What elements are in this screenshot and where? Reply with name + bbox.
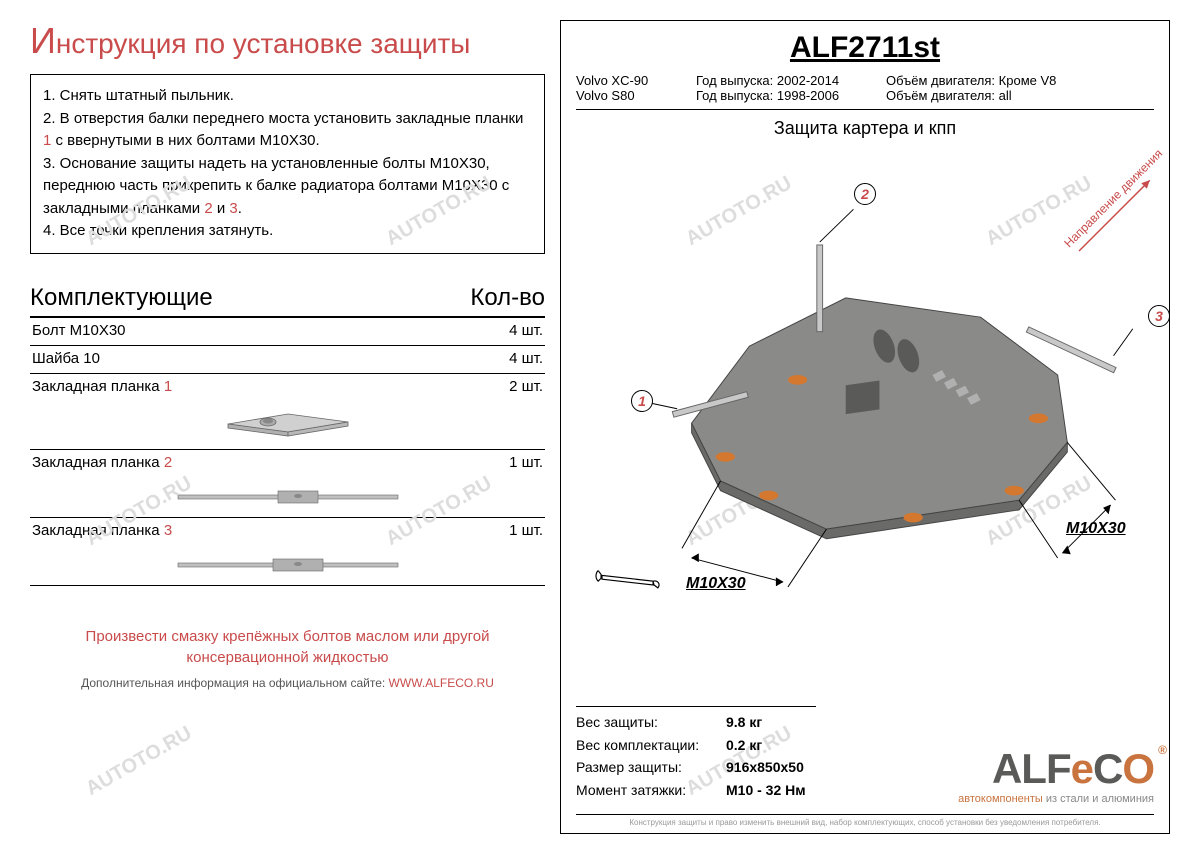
table-row: Закладная планка 3 1 шт. xyxy=(30,518,545,586)
comp-name: Закладная планка 1 xyxy=(32,378,473,395)
vehicle-row: Volvo XC-90 Год выпуска: 2002-2014 Объём… xyxy=(576,73,1154,88)
main-title: Инструкция по установке защиты xyxy=(30,20,545,62)
step3-end: . xyxy=(238,200,242,217)
table-row: Закладная планка 1 2 шт. xyxy=(30,374,545,450)
logo-o: O® xyxy=(1122,745,1154,793)
components-table: Болт М10Х30 4 шт. Шайба 10 4 шт. Закладн… xyxy=(30,318,545,586)
components-header: Комплектующие Кол-во xyxy=(30,284,545,318)
spec-row: Размер защиты: 916x850x50 xyxy=(576,756,816,778)
spec-label: Момент затяжки: xyxy=(576,779,726,801)
spec-row: Момент затяжки: М10 - 32 Нм xyxy=(576,779,816,801)
specs-block: Вес защиты: 9.8 кг Вес комплектации: 0.2… xyxy=(576,706,816,801)
callout-1: 1 xyxy=(631,390,653,412)
footer-note: Произвести смазку крепёжных болтов масло… xyxy=(30,626,545,668)
right-column: ALF2711st Volvo XC-90 Год выпуска: 2002-… xyxy=(560,20,1170,834)
instructions-box: 1. Снять штатный пыльник. 2. В отверстия… xyxy=(30,74,545,254)
step3-ref1: 2 xyxy=(204,200,212,217)
diagram-area: Направление движения xyxy=(576,145,1154,605)
vehicle-row: Volvo S80 Год выпуска: 1998-2006 Объём д… xyxy=(576,88,1154,103)
step-1: 1. Снять штатный пыльник. xyxy=(43,85,532,108)
spec-value: 0.2 кг xyxy=(726,734,762,756)
step3-mid: и xyxy=(213,200,230,217)
component-drawing xyxy=(32,475,543,513)
spec-value: М10 - 32 Нм xyxy=(726,779,806,801)
disclaimer: Конструкция защиты и право изменить внеш… xyxy=(576,814,1154,827)
table-row: Шайба 10 4 шт. xyxy=(30,346,545,374)
step-3: 3. Основание защиты надеть на установлен… xyxy=(43,153,532,221)
table-row: Закладная планка 2 1 шт. xyxy=(30,450,545,518)
bolt-label-right: M10X30 xyxy=(1066,520,1126,538)
spec-row: Вес комплектации: 0.2 кг xyxy=(576,734,816,756)
vehicle-year: Год выпуска: 1998-2006 xyxy=(696,88,876,103)
comp-name: Закладная планка 3 xyxy=(32,522,473,539)
callout-3: 3 xyxy=(1148,305,1170,327)
footer-link: Дополнительная информация на официальном… xyxy=(30,676,545,690)
comp-name: Болт М10Х30 xyxy=(32,322,473,339)
vehicle-model: Volvo XC-90 xyxy=(576,73,686,88)
title-first-letter: И xyxy=(30,20,56,61)
logo-alf: ALF xyxy=(992,745,1071,792)
step2-text-b: с ввернутыми в них болтами М10Х30. xyxy=(51,132,319,149)
step2-text: 2. В отверстия балки переднего моста уст… xyxy=(43,110,523,127)
wrench-icon xyxy=(596,571,659,588)
logo-subtitle: автокомпоненты из стали и алюминия xyxy=(958,793,1154,805)
vehicle-engine: Объём двигателя: Кроме V8 xyxy=(886,73,1154,88)
qty-title: Кол-во xyxy=(470,284,545,312)
comp-qty: 4 шт. xyxy=(473,322,543,339)
diagram-title: Защита картера и кпп xyxy=(576,118,1154,139)
bolt-label-left: M10X30 xyxy=(686,575,746,593)
component-drawing xyxy=(32,543,543,581)
title-rest: нструкция по установке защиты xyxy=(56,28,471,59)
vehicle-year: Год выпуска: 2002-2014 xyxy=(696,73,876,88)
spec-value: 916x850x50 xyxy=(726,756,804,778)
spec-label: Размер защиты: xyxy=(576,756,726,778)
component-drawing xyxy=(32,395,543,445)
part-number: ALF2711st xyxy=(576,31,1154,65)
vehicle-info: Volvo XC-90 Год выпуска: 2002-2014 Объём… xyxy=(576,73,1154,110)
comp-qty: 1 шт. xyxy=(473,454,543,471)
step3-ref2: 3 xyxy=(229,200,237,217)
vehicle-model: Volvo S80 xyxy=(576,88,686,103)
callout-2: 2 xyxy=(854,183,876,205)
page: Инструкция по установке защиты 1. Снять … xyxy=(0,0,1200,854)
step-2: 2. В отверстия балки переднего моста уст… xyxy=(43,108,532,153)
step-4: 4. Все точки крепления затянуть. xyxy=(43,220,532,243)
logo-e: e xyxy=(1071,745,1093,792)
table-row: Болт М10Х30 4 шт. xyxy=(30,318,545,346)
step3-text: 3. Основание защиты надеть на установлен… xyxy=(43,155,509,217)
website-link[interactable]: WWW.ALFECO.RU xyxy=(389,676,494,690)
comp-name: Закладная планка 2 xyxy=(32,454,473,471)
logo: ALFeCO® автокомпоненты из стали и алюмин… xyxy=(958,745,1154,805)
comp-qty: 1 шт. xyxy=(473,522,543,539)
comp-name: Шайба 10 xyxy=(32,350,473,367)
vehicle-engine: Объём двигателя: all xyxy=(886,88,1154,103)
spec-label: Вес защиты: xyxy=(576,711,726,733)
spec-row: Вес защиты: 9.8 кг xyxy=(576,711,816,733)
comp-qty: 4 шт. xyxy=(473,350,543,367)
spec-value: 9.8 кг xyxy=(726,711,762,733)
logo-c: C xyxy=(1093,745,1122,792)
spec-label: Вес комплектации: xyxy=(576,734,726,756)
left-column: Инструкция по установке защиты 1. Снять … xyxy=(30,20,560,834)
components-title: Комплектующие xyxy=(30,284,213,312)
comp-qty: 2 шт. xyxy=(473,378,543,395)
